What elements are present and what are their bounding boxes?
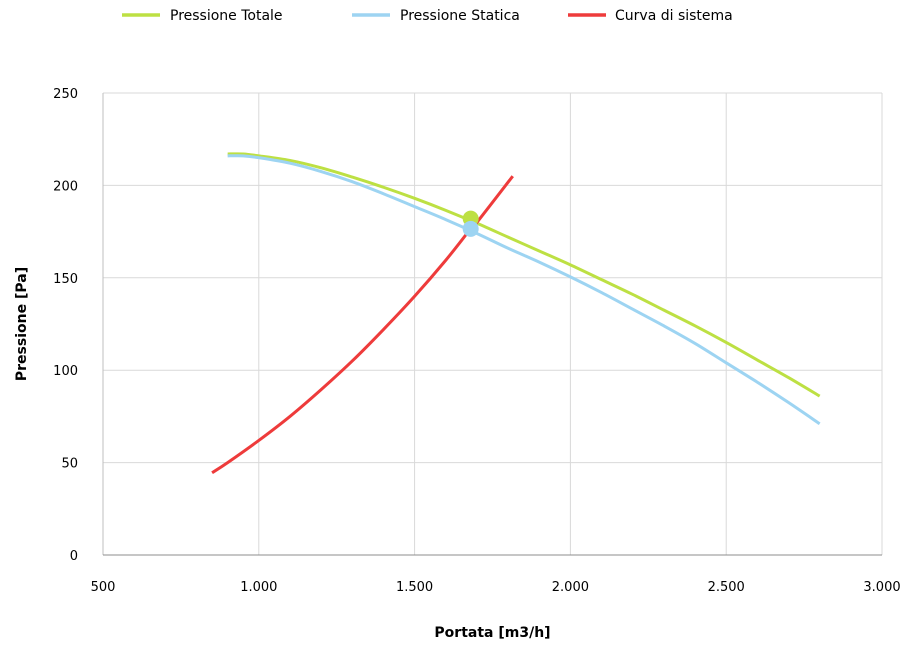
x-tick-label: 3.000 [863,580,900,595]
x-axis-title: Portata [m3/h] [434,625,550,641]
y-tick-label: 150 [53,272,78,287]
axes [102,93,882,556]
legend-item-pressione-totale: Pressione Totale [122,8,283,24]
series-line-pressione-totale [227,152,821,398]
legend-item-curva-di-sistema: Curva di sistema [568,8,733,24]
x-tick-label: 1.000 [240,580,277,595]
legend-item-pressione-statica: Pressione Statica [352,8,520,24]
x-tick-label: 1.500 [396,580,433,595]
x-tick-label: 2.500 [708,580,745,595]
y-axis-title: Pressione [Pa] [14,267,30,381]
grid [103,92,883,555]
y-tick-label: 0 [70,549,78,564]
x-tick-label: 2.000 [552,580,589,595]
y-tick-label: 200 [53,179,78,194]
series-line-pressione-statica [227,154,821,426]
legend: Pressione Totale Pressione Statica Curva d… [122,8,733,24]
y-tick-label: 100 [53,364,78,379]
legend-label: Curva di sistema [615,8,733,24]
operating-points [462,210,479,237]
plot-area [211,152,821,475]
operating-point-pressione-statica [462,220,479,237]
tick-labels: 500 1.000 1.500 2.000 2.500 3.000 0 50 100 150 200… [53,87,900,595]
y-tick-label: 250 [53,87,78,102]
y-tick-label: 50 [61,457,78,472]
legend-label: Pressione Statica [400,8,520,24]
x-tick-label: 500 [91,580,116,595]
legend-label: Pressione Totale [170,8,283,24]
